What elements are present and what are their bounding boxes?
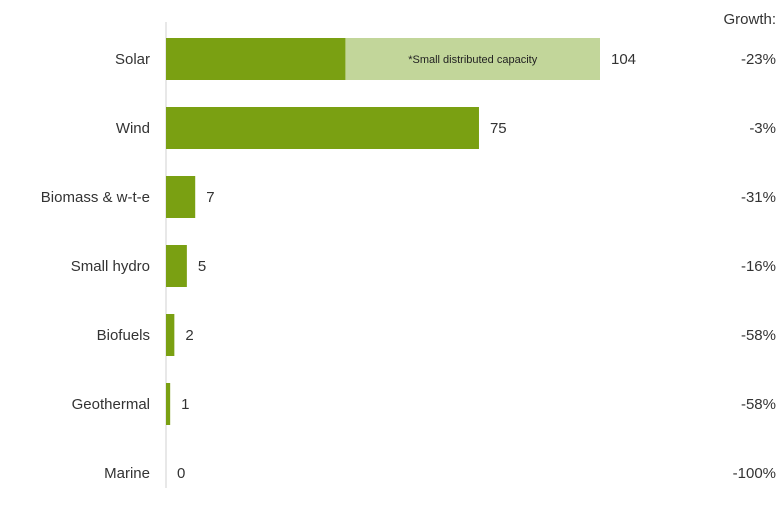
growth-header: Growth: — [723, 11, 776, 28]
category-label-marine: Marine — [104, 465, 150, 482]
value-label-wind: 75 — [490, 120, 507, 137]
bar-small-hydro-main — [166, 245, 187, 287]
growth-solar: -23% — [741, 51, 776, 68]
value-label-solar: 104 — [611, 51, 636, 68]
growth-marine: -100% — [733, 465, 776, 482]
growth-geothermal: -58% — [741, 396, 776, 413]
segment-label-small-distributed: *Small distributed capacity — [408, 54, 538, 66]
value-label-geothermal: 1 — [181, 396, 189, 413]
chart-rows: Solar *Small distributed capacity 104 -23% W… — [41, 38, 776, 482]
bar-biofuels-main — [166, 314, 175, 356]
growth-biomass-w-t-e: -31% — [741, 189, 776, 206]
value-label-biofuels: 2 — [185, 327, 193, 344]
bar-solar-main — [166, 38, 346, 80]
value-label-small-hydro: 5 — [198, 258, 206, 275]
bar-geothermal-main — [166, 383, 171, 425]
bar-biomass-w-t-e-main — [166, 176, 196, 218]
category-label-biofuels: Biofuels — [97, 327, 150, 344]
growth-small-hydro: -16% — [741, 258, 776, 275]
growth-biofuels: -58% — [741, 327, 776, 344]
category-label-wind: Wind — [116, 120, 150, 137]
bar-wind-main — [166, 107, 479, 149]
category-label-small-hydro: Small hydro — [71, 258, 150, 275]
bar-solar-distributed — [345, 38, 600, 80]
category-label-solar: Solar — [115, 51, 150, 68]
value-label-biomass-w-t-e: 7 — [206, 189, 214, 206]
value-label-marine: 0 — [177, 465, 185, 482]
growth-wind: -3% — [749, 120, 776, 137]
category-label-biomass-w-t-e: Biomass & w-t-e — [41, 189, 150, 206]
category-label-geothermal: Geothermal — [72, 396, 150, 413]
